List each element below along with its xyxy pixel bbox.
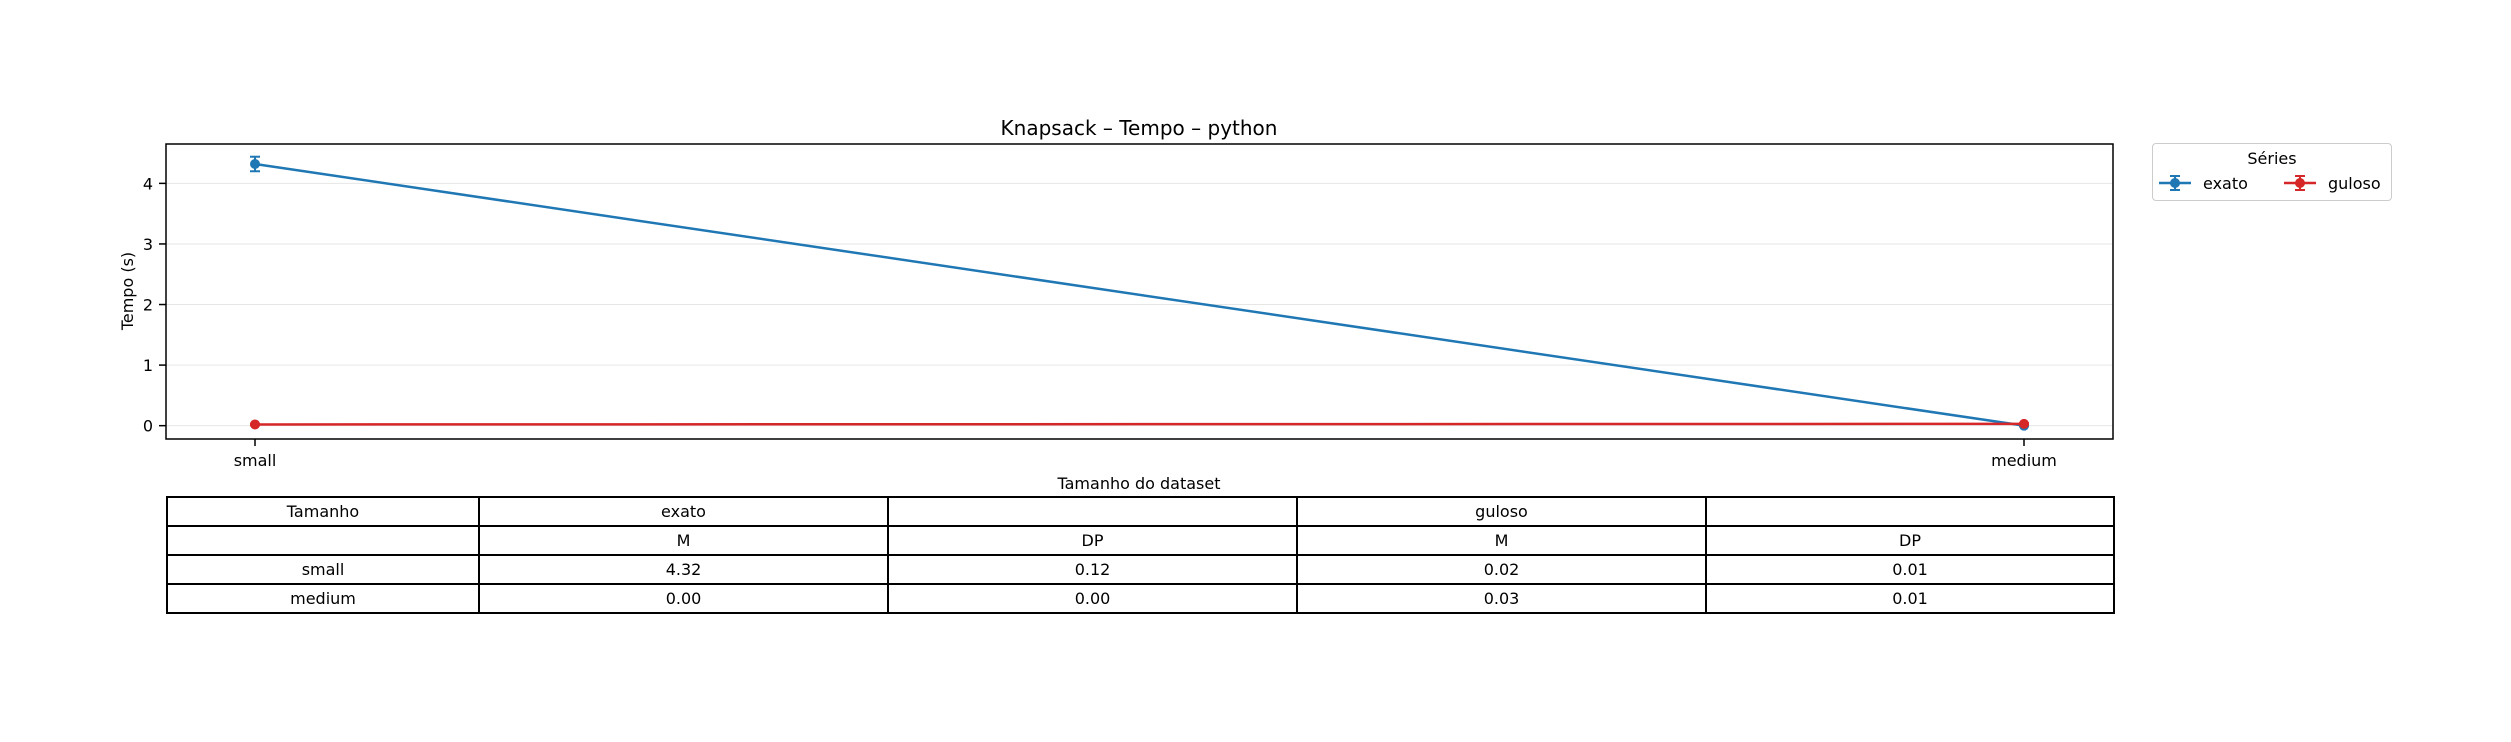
- grid: [166, 182, 2113, 427]
- y-tick-label: 1: [143, 356, 153, 375]
- table-cell: Tamanho: [166, 496, 480, 527]
- x-tick-label: small: [234, 451, 277, 470]
- y-tick-label: 0: [143, 417, 153, 436]
- table-cell: M: [1296, 525, 1707, 556]
- plot-frame: [165, 143, 2114, 440]
- legend-entry-exato: exato: [2157, 173, 2248, 193]
- y-tick-label: 4: [143, 174, 153, 193]
- table-cell: 0.12: [887, 554, 1298, 585]
- x-axis-label: Tamanho do dataset: [1057, 474, 1221, 493]
- table-cell: DP: [887, 525, 1298, 556]
- table-cell: DP: [1705, 525, 2115, 556]
- data-point-guloso: [250, 419, 260, 430]
- series-line-exato: [254, 162, 2025, 427]
- y-tick-label: 2: [143, 296, 153, 315]
- table-cell: exato: [478, 496, 889, 527]
- axes: 0 1 2 3 4 small medium: [143, 174, 2057, 470]
- legend-title: Séries: [2247, 149, 2297, 168]
- x-tick-label: medium: [1991, 451, 2057, 470]
- legend-marker-guloso: [2284, 175, 2316, 191]
- table-header-row: Tamanho exato guloso: [166, 496, 2115, 527]
- table-cell: 0.03: [1296, 583, 1707, 614]
- legend-label-exato: exato: [2203, 173, 2248, 193]
- plot-series: [250, 155, 2029, 431]
- table-row: medium 0.00 0.00 0.03 0.01: [166, 583, 2115, 614]
- table-cell: guloso: [1296, 496, 1707, 527]
- table-cell: M: [478, 525, 889, 556]
- table-cell: 0.00: [478, 583, 889, 614]
- table-cell: 0.02: [1296, 554, 1707, 585]
- table-subheader-row: M DP M DP: [166, 525, 2115, 556]
- table-cell: 0.01: [1705, 583, 2115, 614]
- y-tick-label: 3: [143, 235, 153, 254]
- data-point-guloso: [2019, 418, 2029, 429]
- table-cell: [887, 496, 1298, 527]
- data-point-exato: [250, 158, 260, 169]
- chart-title: Knapsack – Tempo – python: [1001, 116, 1278, 140]
- data-table: Tamanho exato guloso M DP M DP small 4.3…: [166, 496, 2115, 614]
- table-cell: [166, 525, 480, 556]
- table-cell: 0.01: [1705, 554, 2115, 585]
- table-row: small 4.32 0.12 0.02 0.01: [166, 554, 2115, 585]
- table-cell: medium: [166, 583, 480, 614]
- table-cell: 0.00: [887, 583, 1298, 614]
- table-cell: 4.32: [478, 554, 889, 585]
- legend-marker-exato: [2159, 175, 2191, 191]
- table-cell: small: [166, 554, 480, 585]
- legend: Séries exato guloso: [2152, 143, 2392, 201]
- y-axis-label: Tempo (s): [118, 252, 137, 331]
- table-cell: [1705, 496, 2115, 527]
- legend-entry-guloso: guloso: [2282, 173, 2381, 193]
- series-line-guloso: [254, 422, 2025, 426]
- legend-label-guloso: guloso: [2328, 173, 2381, 193]
